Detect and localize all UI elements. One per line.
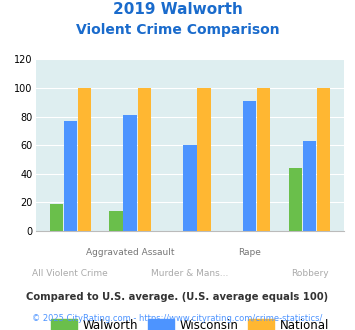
Text: 2019 Walworth: 2019 Walworth [113, 2, 242, 16]
Text: Violent Crime Comparison: Violent Crime Comparison [76, 23, 279, 37]
Bar [137, 88, 151, 231]
Text: All Violent Crime: All Violent Crime [32, 269, 108, 278]
Bar [257, 88, 271, 231]
Bar [317, 88, 330, 231]
Text: Robbery: Robbery [291, 269, 328, 278]
Bar [243, 101, 256, 231]
Bar [183, 145, 197, 231]
Text: Aggravated Assault: Aggravated Assault [86, 248, 174, 257]
Bar [109, 211, 122, 231]
Text: Murder & Mans...: Murder & Mans... [151, 269, 229, 278]
Bar [303, 141, 316, 231]
Bar [64, 121, 77, 231]
Text: Compared to U.S. average. (U.S. average equals 100): Compared to U.S. average. (U.S. average … [26, 292, 329, 302]
Bar [50, 204, 63, 231]
Text: © 2025 CityRating.com - https://www.cityrating.com/crime-statistics/: © 2025 CityRating.com - https://www.city… [32, 314, 323, 323]
Bar [78, 88, 91, 231]
Bar [289, 168, 302, 231]
Legend: Walworth, Wisconsin, National: Walworth, Wisconsin, National [46, 314, 334, 330]
Text: Rape: Rape [238, 248, 261, 257]
Bar [197, 88, 211, 231]
Bar [124, 115, 137, 231]
